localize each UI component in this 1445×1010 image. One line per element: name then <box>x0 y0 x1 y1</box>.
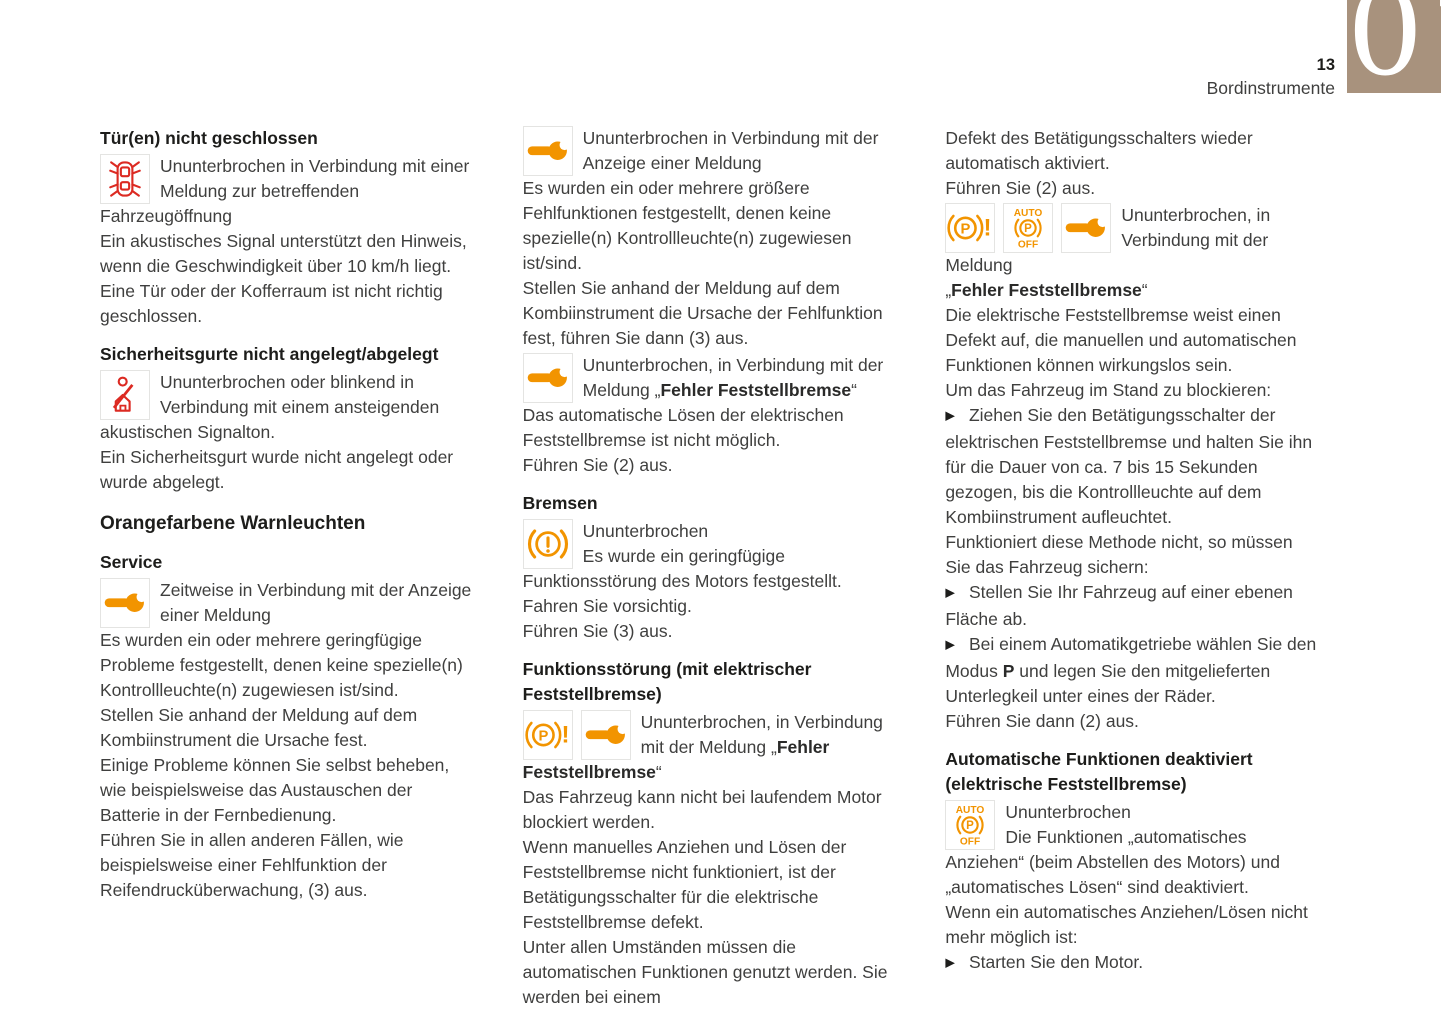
auto-functions-block: AUTO P OFF Ununterbrochen Die Funktionen… <box>945 800 1322 900</box>
auto-functions-paragraph: Wenn ein automatisches Anziehen/Lösen ni… <box>945 902 1308 947</box>
heading-auto-functions-deactivated: Automatische Funktionen deaktiviert (ele… <box>945 749 1253 794</box>
svg-text:P: P <box>538 729 548 745</box>
brakes-warning-block: Ununterbrochen Es wurde ein geringfügige… <box>522 519 900 594</box>
service-paragraph: Führen Sie in allen anderen Fällen, wie … <box>100 830 404 900</box>
heading-orange-warning-lights: Orangefarbene Warnleuchten <box>100 513 366 534</box>
doors-paragraph: Ein akustisches Signal unterstützt den H… <box>100 231 467 276</box>
chapter-title: Bordinstrumente <box>1206 78 1335 98</box>
service-wrench-icon <box>522 126 573 176</box>
heading-service: Service <box>100 552 163 572</box>
brakes-paragraph: Führen Sie (3) aus. <box>522 621 673 641</box>
column-1: Tür(en) nicht geschlossen Ununterbrochen… <box>100 126 477 1010</box>
heading-doors-not-closed: Tür(en) nicht geschlossen <box>100 128 318 148</box>
svg-text:OFF: OFF <box>1018 239 1038 250</box>
header-meta: 13 Bordinstrumente <box>1207 54 1335 101</box>
column-2: Ununterbrochen in Verbindung mit der Anz… <box>522 126 900 1010</box>
bullet-triangle-icon: ▶ <box>945 955 955 970</box>
seatbelt-warning-block: Ununterbrochen oder blinkend in Verbindu… <box>100 370 477 445</box>
epb-defect-message: „Fehler Feststellbremse“ <box>945 280 1148 300</box>
service-paragraph: Stellen Sie anhand der Meldung auf dem K… <box>100 705 418 750</box>
svg-text:!: ! <box>984 214 992 241</box>
svg-text:P: P <box>1024 223 1032 235</box>
epb-malfunction-block: P ! Ununterbrochen, in Verbindung mit de… <box>522 710 900 785</box>
parking-brake-release-lead-text: Ununterbrochen, in Verbindung mit der Me… <box>582 355 884 400</box>
svg-text:AUTO: AUTO <box>1014 208 1043 219</box>
open-doors-warning-icon <box>100 154 150 204</box>
heading-brakes: Bremsen <box>522 493 598 513</box>
parking-brake-fault-icon: P ! <box>522 710 573 760</box>
service-warning-block: Zeitweise in Verbindung mit der Anzeige … <box>100 578 477 628</box>
auto-functions-lead-text: Ununterbrochen <box>1005 802 1131 822</box>
svg-text:!: ! <box>561 721 569 748</box>
bullet-triangle-icon: ▶ <box>945 585 955 600</box>
column-3: Defekt des Betätigungsschalters wieder a… <box>945 126 1322 1010</box>
major-fault-paragraph: Stellen Sie anhand der Meldung auf dem K… <box>522 278 883 348</box>
seatbelt-paragraph: Ein Sicherheitsgurt wurde nicht angelegt… <box>100 447 454 492</box>
brake-warning-icon <box>522 519 573 569</box>
epb-defect-paragraph: Um das Fahrzeug im Stand zu blockieren: <box>945 380 1272 400</box>
parking-brake-fault-icon: P ! <box>945 203 996 253</box>
chapter-tab: 01 <box>1347 0 1441 93</box>
seatbelt-lead-text: Ununterbrochen oder blinkend in Verbindu… <box>100 372 440 442</box>
parking-brake-release-block: Ununterbrochen, in Verbindung mit der Me… <box>522 353 900 403</box>
instruction-bullet: ▶ Stellen Sie Ihr Fahrzeug auf einer eben… <box>945 582 1293 629</box>
parking-brake-release-paragraph: Das automatische Lösen der elektrischen … <box>522 405 844 450</box>
brakes-lead-text: Ununterbrochen <box>582 521 709 541</box>
svg-text:AUTO: AUTO <box>956 805 985 816</box>
epb-defect-block: P ! AUTO P OFF Ununter <box>945 203 1322 278</box>
epb-malfunction-paragraph: Das Fahrzeug kann nicht bei laufendem Mo… <box>522 787 882 832</box>
auto-parking-brake-off-icon: AUTO P OFF <box>945 800 996 850</box>
epb-defect-lead-text: Ununterbrochen, in Verbindung mit der Me… <box>945 205 1271 275</box>
brakes-lead-text: Es wurde ein geringfügige Funktionsstöru… <box>522 546 842 591</box>
bullet-triangle-icon: ▶ <box>945 637 955 652</box>
brakes-paragraph: Fahren Sie vorsichtig. <box>522 596 692 616</box>
epb-defect-paragraph: Funktioniert diese Methode nicht, so müs… <box>945 532 1293 577</box>
svg-text:OFF: OFF <box>960 836 980 847</box>
chapter-number: 01 <box>1347 0 1441 93</box>
seatbelt-warning-icon <box>100 370 150 420</box>
instruction-bullet: ▶ Ziehen Sie den Betätigungsschalter der … <box>945 405 1313 527</box>
parking-brake-release-paragraph: Führen Sie (2) aus. <box>522 455 673 475</box>
auto-parking-brake-off-icon: AUTO P OFF <box>1003 203 1054 253</box>
continuation-paragraph: Defekt des Betätigungsschalters wieder a… <box>945 128 1253 173</box>
major-fault-paragraph: Es wurden ein oder mehrere größere Fehlf… <box>522 178 852 273</box>
heading-seatbelts: Sicherheitsgurte nicht angelegt/abgelegt <box>100 344 439 364</box>
continuation-paragraph: Führen Sie (2) aus. <box>945 178 1096 198</box>
svg-text:P: P <box>961 222 971 238</box>
epb-malfunction-paragraph: Unter allen Umständen müssen die automat… <box>522 937 888 1007</box>
major-fault-block: Ununterbrochen in Verbindung mit der Anz… <box>522 126 900 176</box>
major-fault-lead-text: Ununterbrochen in Verbindung mit der Anz… <box>582 128 879 173</box>
auto-functions-lead-text: Die Funktionen „automatisches Anziehen“ … <box>945 827 1280 897</box>
epb-defect-paragraph: Die elektrische Feststellbremse weist ei… <box>945 305 1297 375</box>
instruction-bullet: ▶ Bei einem Automatikgetriebe wählen Sie … <box>945 634 1317 706</box>
service-wrench-icon <box>100 578 150 628</box>
heading-epb-malfunction: Funktionsstörung (mit elektrischer Fests… <box>522 659 812 704</box>
doors-lead-text: Ununterbrochen in Verbindung mit einer M… <box>100 156 470 226</box>
bullet-triangle-icon: ▶ <box>945 408 955 423</box>
page-number: 13 <box>1316 56 1335 74</box>
epb-defect-paragraph: Führen Sie dann (2) aus. <box>945 711 1139 731</box>
epb-malfunction-paragraph: Wenn manuelles Anziehen und Lösen der Fe… <box>522 837 847 932</box>
epb-malfunction-lead-text: Ununterbrochen, in Verbindung mit der Me… <box>522 712 883 782</box>
service-wrench-icon <box>580 710 631 760</box>
manual-page-content: Tür(en) nicht geschlossen Ununterbrochen… <box>100 126 1322 1010</box>
doors-warning-block: Ununterbrochen in Verbindung mit einer M… <box>100 154 477 229</box>
service-paragraph: Es wurden ein oder mehrere geringfügige … <box>100 630 463 700</box>
service-paragraph: Einige Probleme können Sie selbst behebe… <box>100 755 450 825</box>
service-lead-text: Zeitweise in Verbindung mit der Anzeige … <box>160 580 472 625</box>
service-wrench-icon <box>522 353 573 403</box>
svg-text:P: P <box>966 820 974 832</box>
doors-paragraph: Eine Tür oder der Kofferraum ist nicht r… <box>100 281 443 326</box>
service-wrench-icon <box>1061 203 1112 253</box>
